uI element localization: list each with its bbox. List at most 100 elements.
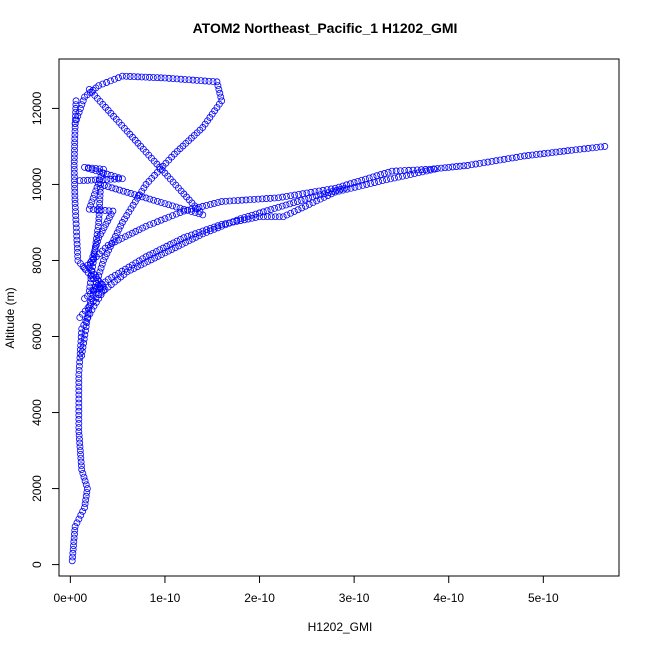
data-point (210, 223, 218, 231)
data-point (131, 191, 139, 198)
data-point (146, 221, 154, 229)
data-point (83, 485, 91, 492)
data-point (295, 190, 303, 198)
data-point (104, 183, 112, 191)
data-point (104, 276, 112, 283)
data-point (115, 225, 123, 233)
data-point (431, 165, 438, 173)
data-point (508, 154, 516, 162)
data-point (88, 164, 96, 172)
data-point (103, 176, 111, 183)
data-point (367, 180, 375, 187)
data-point (78, 466, 86, 473)
data-point (115, 236, 122, 244)
data-point (74, 248, 81, 256)
data-point (496, 156, 504, 164)
data-point (166, 241, 174, 248)
data-point (142, 73, 150, 81)
data-point (85, 287, 93, 295)
data-point (278, 202, 286, 210)
data-point (383, 176, 390, 184)
data-point (135, 226, 143, 234)
data-point (346, 180, 354, 188)
data-point (81, 477, 89, 485)
data-point (287, 192, 295, 200)
data-point (75, 366, 83, 374)
data-point (122, 72, 130, 80)
data-point (350, 179, 358, 186)
data-point (229, 218, 237, 226)
data-point (157, 216, 165, 224)
data-point (121, 215, 128, 223)
data-point (411, 170, 418, 178)
data-point (214, 199, 222, 206)
data-point (84, 176, 91, 184)
data-point (96, 188, 104, 196)
data-point (71, 188, 79, 196)
data-point (96, 196, 104, 204)
data-point (283, 192, 290, 200)
data-point (325, 189, 332, 196)
data-point (71, 181, 79, 188)
data-point (185, 237, 193, 245)
data-point (103, 79, 111, 86)
data-point (92, 239, 100, 246)
data-point (225, 219, 233, 227)
data-point (423, 167, 430, 175)
data-point (182, 239, 189, 246)
data-point (97, 173, 105, 180)
data-point (313, 197, 321, 205)
data-point (75, 379, 83, 387)
data-point (71, 143, 79, 150)
data-point (195, 232, 203, 240)
data-point (104, 217, 111, 225)
data-point (75, 419, 83, 427)
data-point (111, 238, 119, 246)
data-point (71, 523, 79, 530)
data-point (244, 215, 252, 223)
data-point (246, 196, 254, 204)
data-point (355, 182, 363, 190)
data-point (123, 188, 131, 196)
data-point (71, 526, 79, 534)
data-point (158, 251, 165, 259)
data-point (252, 214, 260, 221)
data-point (128, 229, 136, 237)
data-point (109, 207, 117, 215)
data-point (536, 150, 544, 158)
data-point (73, 228, 80, 236)
data-point (75, 424, 83, 431)
data-point (375, 178, 382, 186)
data-point (192, 233, 200, 241)
data-point (71, 196, 79, 204)
data-point (173, 75, 181, 83)
data-point (81, 500, 89, 508)
data-point (234, 197, 242, 204)
data-point (74, 112, 82, 120)
data-point (275, 213, 283, 221)
data-point (127, 190, 135, 197)
data-point (213, 78, 221, 86)
data-point (209, 78, 217, 85)
data-point (283, 211, 291, 219)
data-point (112, 232, 119, 240)
data-point (134, 73, 142, 81)
data-point (377, 171, 385, 178)
data-point (218, 198, 226, 205)
data-point (222, 221, 229, 229)
data-point (391, 174, 398, 182)
data-point (76, 358, 84, 366)
data-point (335, 187, 343, 195)
data-point (305, 201, 313, 208)
data-point (337, 185, 345, 193)
data-point (118, 234, 126, 242)
x-axis: 0e+00 1e-10 2e-10 3e-10 4e-10 5e-10 (53, 575, 559, 605)
data-point (464, 162, 472, 169)
data-point (91, 191, 98, 199)
data-point (254, 195, 262, 203)
data-point (75, 399, 83, 407)
data-point (476, 159, 484, 167)
data-point (73, 244, 81, 252)
data-point (93, 231, 101, 238)
data-point (75, 387, 83, 395)
